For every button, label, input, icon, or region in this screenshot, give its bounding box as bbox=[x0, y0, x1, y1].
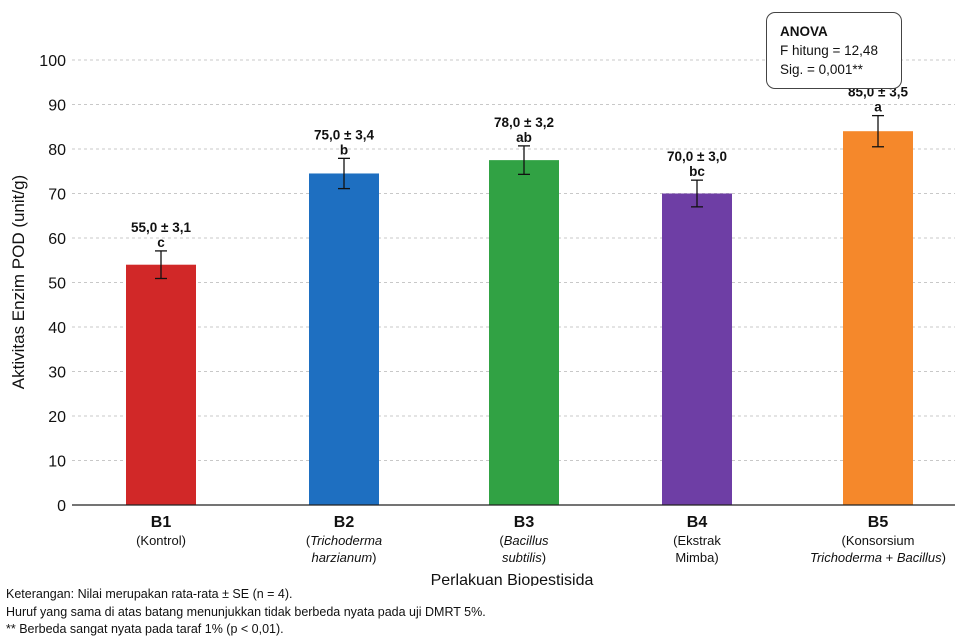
category-description: (Trichoderma bbox=[306, 533, 382, 548]
value-label: 78,0 ± 3,2 bbox=[494, 115, 554, 130]
significance-letter: a bbox=[874, 100, 882, 115]
anova-significance: Sig. = 0,001** bbox=[780, 62, 863, 77]
chart-notes: Keterangan: Nilai merupakan rata-rata ± … bbox=[6, 586, 486, 639]
y-axis-label: Aktivitas Enzim POD (unit/g) bbox=[9, 175, 28, 389]
bar-b2 bbox=[309, 173, 379, 505]
bar-b3 bbox=[489, 160, 559, 505]
note-line-3: ** Berbeda sangat nyata pada taraf 1% (p… bbox=[6, 622, 284, 636]
category-description: (Kontrol) bbox=[136, 533, 186, 548]
value-label: 55,0 ± 3,1 bbox=[131, 220, 191, 235]
error-bar bbox=[872, 114, 884, 148]
category-code: B1 bbox=[151, 514, 172, 531]
category-description: harzianum) bbox=[311, 550, 376, 565]
category-code: B4 bbox=[687, 514, 708, 531]
significance-letter: b bbox=[340, 142, 348, 157]
bar-b5 bbox=[843, 131, 913, 505]
value-label: 75,0 ± 3,4 bbox=[314, 127, 374, 142]
category-description: subtilis) bbox=[502, 550, 546, 565]
anova-box: ANOVA F hitung = 12,48 Sig. = 0,001** bbox=[766, 12, 902, 89]
error-bar bbox=[691, 179, 703, 208]
significance-letter: c bbox=[157, 235, 165, 250]
bar-b1 bbox=[126, 264, 196, 505]
value-label: 70,0 ± 3,0 bbox=[667, 149, 727, 164]
bar-b4 bbox=[662, 193, 732, 505]
y-tick-label: 100 bbox=[39, 53, 66, 70]
y-tick-label: 10 bbox=[48, 454, 66, 471]
significance-letter: ab bbox=[516, 130, 532, 145]
error-bar bbox=[518, 145, 530, 176]
note-line-1: Keterangan: Nilai merupakan rata-rata ± … bbox=[6, 587, 293, 601]
y-tick-label: 40 bbox=[48, 320, 66, 337]
x-axis-categories: B1 (Kontrol) B2 (Trichoderma harzianum) B3 (Ba… bbox=[136, 514, 946, 565]
anova-title: ANOVA bbox=[780, 24, 828, 39]
y-tick-label: 50 bbox=[48, 276, 66, 293]
y-tick-label: 30 bbox=[48, 365, 66, 382]
category-description: Trichoderma + Bacillus) bbox=[810, 550, 946, 565]
y-tick-label: 20 bbox=[48, 409, 66, 426]
bars bbox=[126, 131, 913, 505]
y-axis-ticks: 0 10 20 30 40 50 60 70 80 90 100 bbox=[39, 53, 66, 515]
y-tick-label: 70 bbox=[48, 187, 66, 204]
bar-chart: 0 10 20 30 40 50 60 70 80 90 100 c55,0 ± 3,1 b75,0 … bbox=[9, 53, 955, 586]
significance-letter: bc bbox=[689, 164, 705, 179]
category-description: Mimba) bbox=[675, 550, 718, 565]
y-tick-label: 90 bbox=[48, 98, 66, 115]
y-tick-label: 60 bbox=[48, 231, 66, 248]
category-description: (Ekstrak bbox=[673, 533, 721, 548]
error-bars bbox=[155, 114, 884, 280]
anova-f-value: F hitung = 12,48 bbox=[780, 43, 878, 58]
y-tick-label: 80 bbox=[48, 142, 66, 159]
error-bar bbox=[338, 157, 350, 190]
x-axis-label: Perlakuan Biopestisida bbox=[431, 572, 594, 586]
category-description: (Bacillus bbox=[499, 533, 549, 548]
note-line-2: Huruf yang sama di atas batang menunjukk… bbox=[6, 604, 486, 619]
category-code: B3 bbox=[514, 514, 535, 531]
category-code: B2 bbox=[334, 514, 355, 531]
error-bar bbox=[155, 250, 167, 280]
y-tick-label: 0 bbox=[57, 498, 66, 515]
category-description: (Konsorsium bbox=[842, 533, 915, 548]
category-code: B5 bbox=[868, 514, 889, 531]
